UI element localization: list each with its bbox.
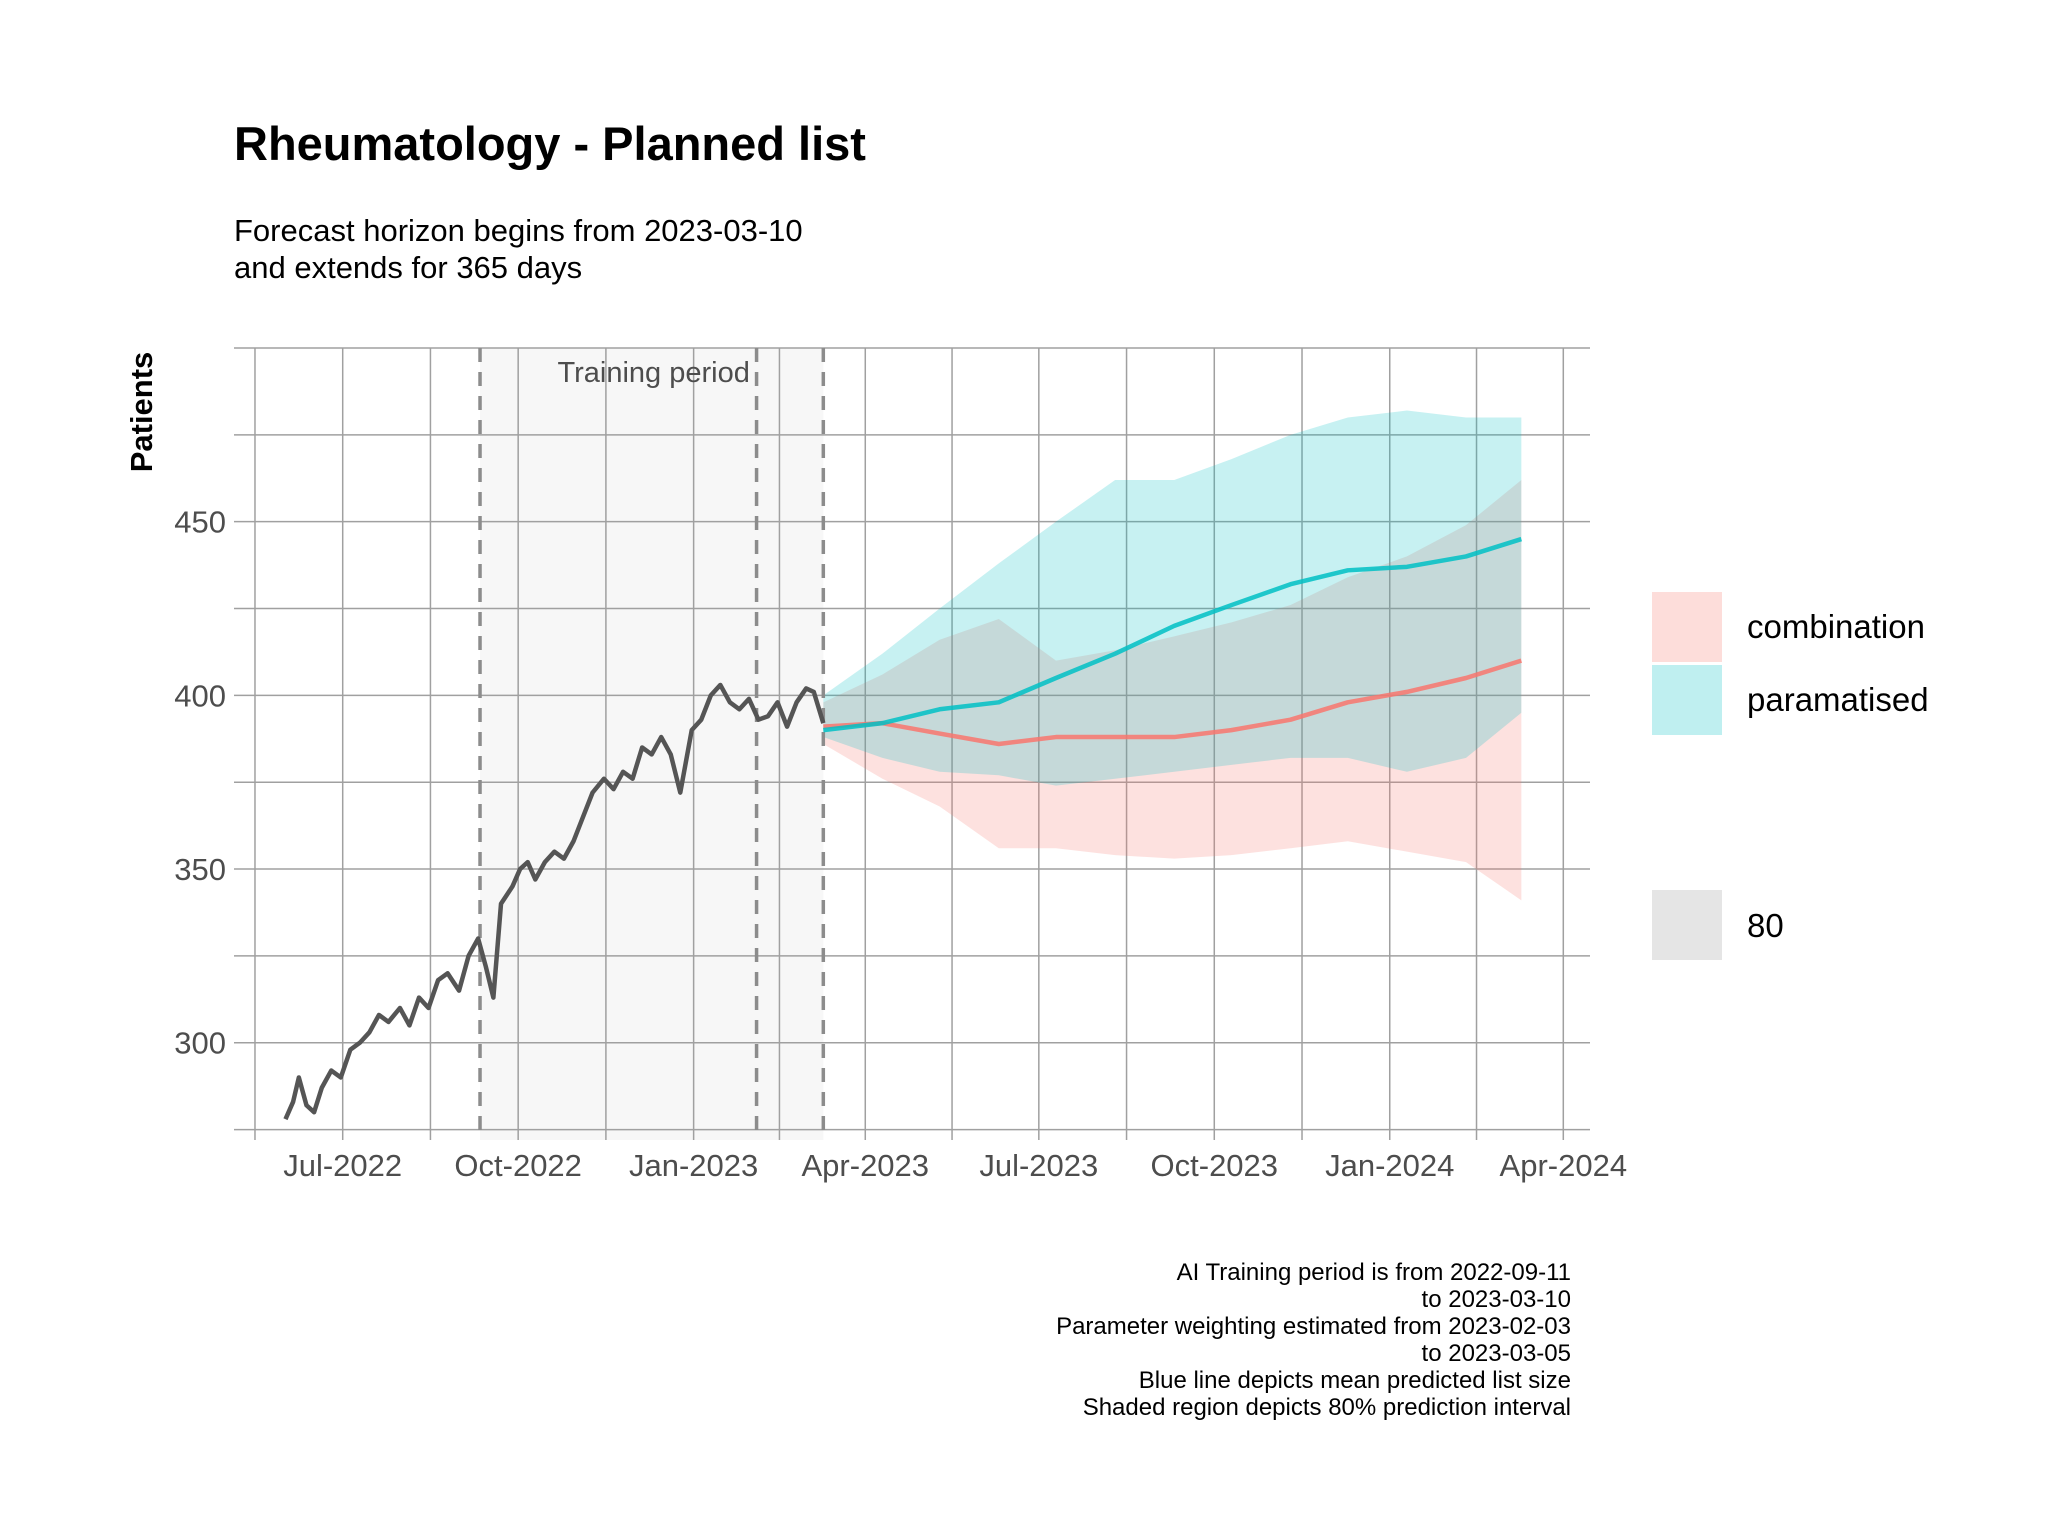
legend-key-interval	[1652, 890, 1722, 960]
caption-line: AI Training period is from 2022-09-11	[1176, 1259, 1571, 1286]
chart-title: Rheumatology - Planned list	[234, 117, 866, 170]
y-tick-label: 400	[174, 678, 226, 713]
legend-label-paramatised: paramatised	[1747, 681, 1929, 718]
legend-label-interval: 80	[1747, 907, 1784, 944]
legend-key-combination	[1652, 592, 1722, 662]
forecast-line-combination	[823, 658, 1523, 747]
prediction-band-combination	[823, 480, 1522, 901]
y-tick-label: 350	[174, 852, 226, 887]
chart-subtitle: Forecast horizon begins from 2023-03-10 …	[234, 212, 803, 286]
training-region	[480, 348, 824, 1140]
legend-label-combination: combination	[1747, 608, 1925, 645]
subtitle-line: and extends for 365 days	[234, 250, 583, 285]
chart-caption: AI Training period is from 2022-09-11 to…	[1056, 1259, 1571, 1421]
caption-line: Parameter weighting estimated from 2023-…	[1056, 1313, 1571, 1340]
x-tick-label: Oct-2023	[1151, 1148, 1279, 1183]
x-tick-label: Jan-2023	[629, 1148, 758, 1183]
y-axis-label: Patients	[124, 352, 159, 473]
x-tick-label: Apr-2024	[1500, 1148, 1628, 1183]
caption-line: to 2023-03-05	[1421, 1340, 1571, 1367]
caption-line: Blue line depicts mean predicted list si…	[1138, 1367, 1571, 1394]
x-tick-label: Jan-2024	[1325, 1148, 1454, 1183]
prediction-band-paramatised	[823, 410, 1522, 786]
x-tick-label: Jul-2022	[283, 1148, 402, 1183]
x-tick-label: Jul-2023	[979, 1148, 1098, 1183]
legend-key-paramatised	[1652, 665, 1722, 735]
caption-line: to 2023-03-10	[1421, 1286, 1571, 1313]
x-tick-label: Apr-2023	[802, 1148, 930, 1183]
x-tick-label: Oct-2022	[454, 1148, 582, 1183]
y-tick-label: 300	[174, 1026, 226, 1061]
subtitle-line: Forecast horizon begins from 2023-03-10	[234, 213, 803, 248]
history-line	[283, 682, 826, 1121]
training-period-label: Training period	[557, 357, 749, 389]
y-tick-label: 450	[174, 505, 226, 540]
forecast-line-paramatised	[823, 536, 1523, 733]
caption-line: Shaded region depicts 80% prediction int…	[1082, 1394, 1571, 1421]
